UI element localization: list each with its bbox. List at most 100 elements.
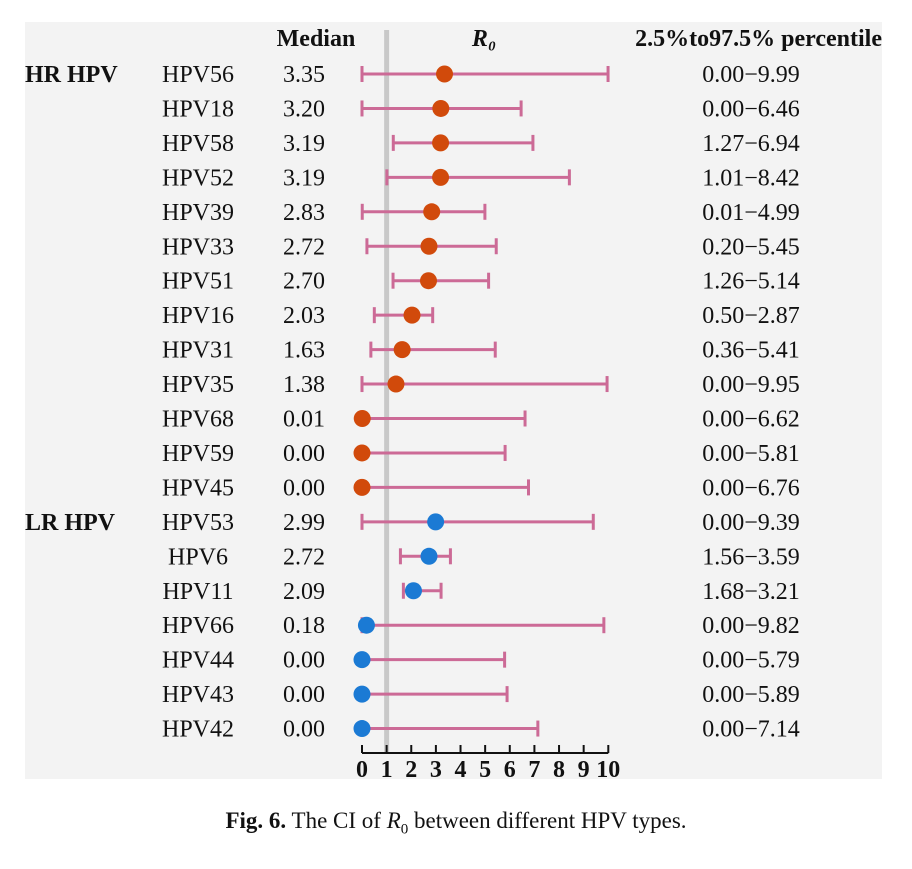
ci-range-text: 1.27−6.94: [702, 131, 800, 157]
median-point: [404, 582, 422, 600]
header-median: Median: [277, 26, 356, 52]
x-tick-label: 1: [381, 757, 393, 779]
ci-range-text: 0.00−9.99: [702, 62, 800, 88]
row-label: HPV11: [162, 579, 233, 605]
row-label: HPV39: [162, 200, 234, 226]
row-label: HPV33: [162, 234, 234, 260]
ci-range-text: 0.00−6.46: [702, 96, 800, 122]
ci-range-text: 0.00−9.95: [702, 372, 800, 398]
ci-range-text: 1.56−3.59: [702, 544, 800, 570]
median-point: [387, 375, 405, 393]
figure-caption: Fig. 6. The CI of R0 between different H…: [0, 808, 912, 839]
row-label: HPV56: [162, 62, 234, 88]
median-value: 0.01: [283, 407, 325, 433]
median-value: 0.00: [283, 441, 325, 467]
ci-range-text: 0.01−4.99: [702, 200, 800, 226]
ci-range-text: 0.00−9.82: [702, 613, 800, 639]
median-point: [420, 237, 438, 255]
median-point: [353, 410, 371, 427]
median-value: 0.00: [283, 717, 325, 743]
row-label: HPV35: [162, 372, 234, 398]
median-point: [353, 478, 371, 496]
ci-range-text: 0.00−5.89: [702, 682, 800, 708]
row-label: HPV58: [162, 131, 234, 157]
median-value: 3.19: [283, 131, 325, 157]
median-value: 3.19: [283, 165, 325, 191]
row-label: HPV68: [162, 407, 234, 433]
median-point: [420, 547, 438, 565]
ci-range-text: 1.01−8.42: [702, 165, 800, 191]
row-label: HPV6: [168, 544, 228, 570]
ci-range-text: 0.00−6.62: [702, 407, 800, 433]
group-label: HR HPV: [25, 62, 118, 88]
median-point: [420, 272, 438, 290]
ci-range-text: 0.00−5.81: [702, 441, 800, 467]
row-label: HPV18: [162, 96, 234, 122]
x-tick-label: 9: [578, 757, 590, 779]
x-tick-label: 10: [596, 757, 620, 779]
forest-plot: Median R₀ 2.5%to97.5% percentile HR HPV LR H…: [25, 26, 882, 779]
caption-text-after: between different HPV types.: [408, 808, 687, 833]
median-point: [432, 168, 450, 186]
median-value: 2.72: [283, 544, 325, 570]
x-tick-label: 2: [405, 757, 417, 779]
ci-range-text: 0.00−9.39: [702, 510, 800, 536]
median-point: [357, 616, 375, 634]
median-point: [403, 306, 421, 324]
median-point: [427, 513, 445, 531]
figure-panel: Median R₀ 2.5%to97.5% percentile HR HPV LR H…: [25, 22, 882, 779]
row-label: HPV44: [162, 648, 234, 674]
median-value: 2.99: [283, 510, 325, 536]
median-point: [353, 444, 371, 462]
median-point: [423, 203, 441, 221]
x-tick-label: 3: [430, 757, 442, 779]
median-value: 2.09: [283, 579, 325, 605]
median-value: 0.18: [283, 613, 325, 639]
caption-symbol: R: [386, 808, 401, 833]
group-label: LR HPV: [25, 510, 116, 536]
header-r0: R₀: [471, 26, 496, 52]
x-tick-label: 6: [504, 757, 516, 779]
median-value: 0.00: [283, 682, 325, 708]
caption-subscript: 0: [400, 821, 409, 838]
ci-range-text: 0.36−5.41: [702, 338, 800, 364]
ci-range-text: 0.00−5.79: [702, 648, 800, 674]
x-tick-label: 7: [528, 757, 540, 779]
caption-text-before: The CI of: [291, 808, 387, 833]
x-tick-label: 5: [479, 757, 491, 779]
row-label: HPV16: [162, 303, 234, 329]
row-label: HPV42: [162, 717, 234, 743]
row-label: HPV51: [162, 269, 234, 295]
median-value: 2.83: [283, 200, 325, 226]
median-point: [353, 720, 371, 738]
median-point: [353, 685, 371, 703]
median-value: 0.00: [283, 648, 325, 674]
median-value: 2.70: [283, 269, 325, 295]
median-value: 1.63: [283, 338, 325, 364]
median-value: 3.35: [283, 62, 325, 88]
caption-label: Fig. 6.: [225, 808, 287, 833]
row-label: HPV52: [162, 165, 234, 191]
ci-range-text: 0.20−5.45: [702, 234, 800, 260]
row-label: HPV45: [162, 475, 234, 501]
median-value: 2.72: [283, 234, 325, 260]
ci-range-text: 0.50−2.87: [702, 303, 800, 329]
ci-range-text: 0.00−7.14: [702, 717, 800, 743]
row-label: HPV31: [162, 338, 234, 364]
ci-range-text: 1.26−5.14: [702, 269, 800, 295]
x-tick-label: 4: [455, 757, 467, 779]
row-label: HPV66: [162, 613, 234, 639]
median-point: [353, 651, 371, 669]
header-ci: 2.5%to97.5% percentile: [635, 26, 882, 52]
median-value: 2.03: [283, 303, 325, 329]
ci-range-text: 1.68−3.21: [702, 579, 800, 605]
median-point: [393, 341, 411, 359]
row-label: HPV59: [162, 441, 234, 467]
median-point: [436, 65, 454, 83]
x-tick-label: 0: [356, 757, 368, 779]
x-tick-label: 8: [553, 757, 565, 779]
row-label: HPV43: [162, 682, 234, 708]
median-value: 1.38: [283, 372, 325, 398]
median-value: 0.00: [283, 475, 325, 501]
ci-range-text: 0.00−6.76: [702, 475, 800, 501]
